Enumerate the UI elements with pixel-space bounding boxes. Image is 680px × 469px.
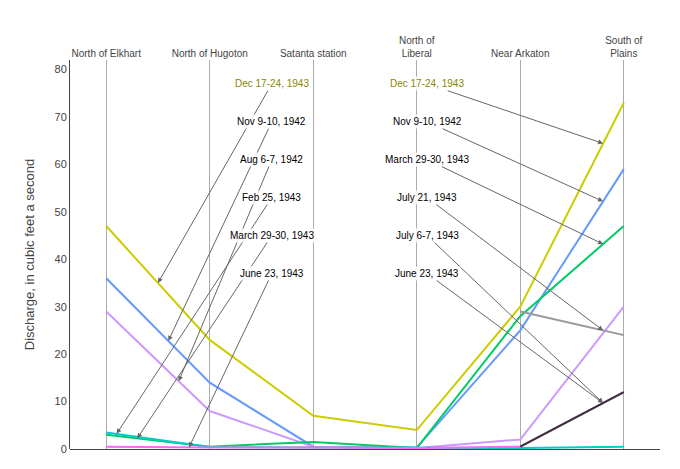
- svg-text:Aug 6-7, 1942: Aug 6-7, 1942: [240, 154, 303, 165]
- svg-text:June 23, 1943: June 23, 1943: [240, 268, 304, 279]
- svg-text:Near Arkaton: Near Arkaton: [491, 48, 549, 59]
- svg-text:10: 10: [55, 395, 67, 407]
- svg-text:60: 60: [55, 158, 67, 170]
- svg-text:70: 70: [55, 111, 67, 123]
- svg-text:Dec 17-24, 1943: Dec 17-24, 1943: [390, 78, 464, 89]
- svg-text:South ofPlains: South ofPlains: [605, 35, 642, 59]
- svg-text:20: 20: [55, 348, 67, 360]
- svg-text:Feb 25, 1943: Feb 25, 1943: [242, 192, 301, 203]
- svg-text:Nov 9-10, 1942: Nov 9-10, 1942: [393, 116, 462, 127]
- svg-text:North ofLiberal: North ofLiberal: [399, 35, 435, 59]
- svg-text:50: 50: [55, 206, 67, 218]
- svg-text:North of Hugoton: North of Hugoton: [172, 48, 248, 59]
- svg-text:March 29-30, 1943: March 29-30, 1943: [385, 154, 469, 165]
- svg-text:80: 80: [55, 63, 67, 75]
- svg-text:March 29-30, 1943: March 29-30, 1943: [230, 230, 314, 241]
- svg-text:Satanta station: Satanta station: [280, 48, 347, 59]
- svg-text:Dec 17-24, 1943: Dec 17-24, 1943: [235, 78, 309, 89]
- svg-text:Nov 9-10, 1942: Nov 9-10, 1942: [237, 116, 306, 127]
- svg-text:0: 0: [61, 443, 67, 455]
- svg-text:30: 30: [55, 301, 67, 313]
- svg-text:July 21, 1943: July 21, 1943: [397, 192, 457, 203]
- svg-text:June 23, 1943: June 23, 1943: [395, 268, 459, 279]
- svg-text:North of Elkhart: North of Elkhart: [71, 48, 141, 59]
- svg-text:Discharge, in cubic feet a sec: Discharge, in cubic feet a second: [22, 159, 37, 351]
- svg-text:40: 40: [55, 253, 67, 265]
- svg-text:July 6-7, 1943: July 6-7, 1943: [396, 230, 459, 241]
